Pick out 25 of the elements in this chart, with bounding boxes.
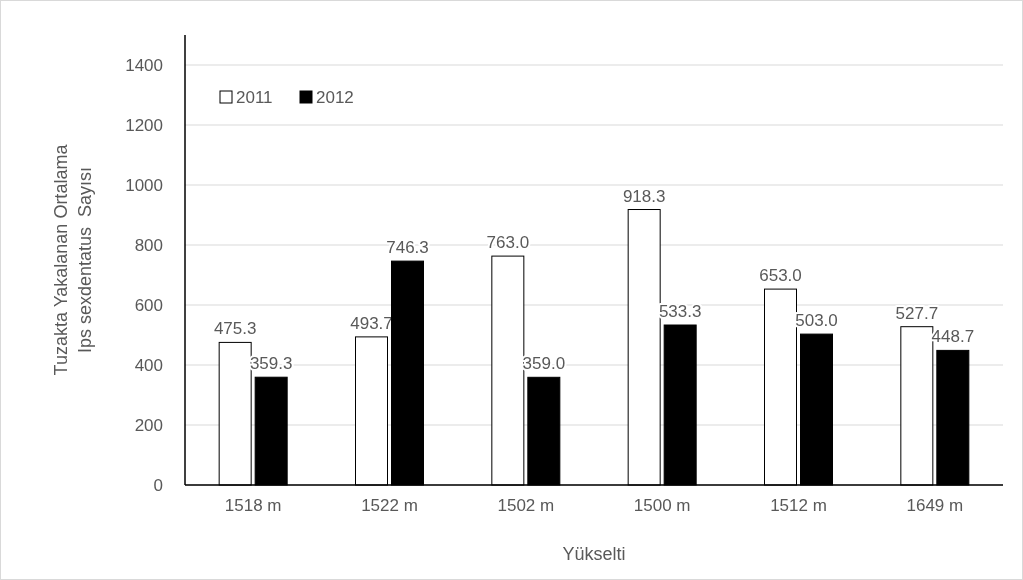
data-label: 493.7: [350, 313, 393, 333]
x-tick-label: 1500 m: [633, 496, 691, 515]
data-label: 746.3: [386, 238, 429, 258]
y-axis-title: Tuzakta Yakalanan Ortalama Ips sexdentatus Sayısı: [51, 143, 95, 376]
data-label: 763.0: [486, 233, 530, 253]
x-tick-label: 1649 m: [906, 496, 964, 515]
x-tick-label: 1522 m: [361, 496, 418, 515]
legend-label: 2012: [316, 87, 354, 107]
y-tick-label: 1200: [125, 115, 163, 135]
x-tick-label: 1512 m: [770, 496, 827, 515]
x-axis-title: Yükselti: [562, 544, 626, 564]
data-label: 475.3: [213, 319, 257, 339]
y-tick-label: 1000: [125, 175, 163, 195]
x-tick-label: 1502 m: [497, 496, 555, 515]
y-tick-label: 600: [134, 295, 163, 315]
legend-label: 2011: [236, 87, 273, 107]
x-tick-label: 1518 m: [224, 496, 282, 515]
data-label: 527.7: [895, 303, 939, 323]
y-tick-label: 0: [153, 475, 163, 495]
data-label: 918.3: [622, 186, 666, 206]
data-label: 653.0: [759, 266, 802, 286]
y-tick-label: 400: [134, 355, 163, 375]
y-tick-label: 200: [134, 415, 163, 435]
y-tick-label: 800: [134, 235, 163, 255]
y-tick-label: 1400: [125, 55, 163, 75]
